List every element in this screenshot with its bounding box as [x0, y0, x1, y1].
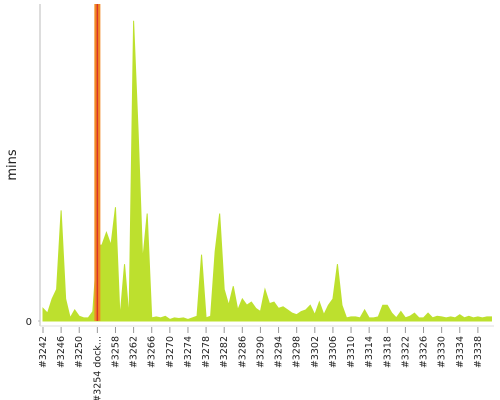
- x-tick-label: #3302: [310, 336, 321, 368]
- y-tick-label: 0: [26, 317, 32, 328]
- x-tick-label: #3242: [38, 336, 49, 368]
- x-tick-label: #3274: [183, 336, 194, 368]
- x-tick-label: #3318: [382, 336, 393, 368]
- x-tick-label: #3294: [274, 336, 285, 368]
- x-tick-label: #3270: [165, 336, 176, 368]
- x-tick-label: #3326: [419, 336, 430, 368]
- x-tick-label: #3290: [255, 336, 266, 368]
- x-tick-label: #3246: [56, 336, 67, 368]
- x-tick-label: #3314: [364, 336, 375, 368]
- x-tick-label: #3278: [201, 336, 212, 368]
- x-tick-label: #3306: [328, 336, 339, 368]
- x-tick-label: #3322: [400, 336, 411, 368]
- x-tick-label: #3286: [237, 336, 248, 368]
- y-axis-label: mins: [5, 149, 20, 181]
- x-tick-label: #3310: [346, 336, 357, 368]
- x-tick-label: #3258: [110, 336, 121, 368]
- x-tick-label: #3298: [292, 336, 303, 368]
- x-tick-label: #3330: [437, 336, 448, 368]
- x-tick-label: #3338: [473, 336, 484, 368]
- area: [42, 20, 492, 322]
- x-tick-label: #3266: [147, 336, 158, 368]
- x-tick-label: #3254 dock...: [92, 336, 103, 400]
- x-tick-label: #3262: [129, 336, 140, 368]
- x-tick-label: #3334: [455, 336, 466, 368]
- x-tick-label: #3250: [74, 336, 85, 368]
- x-tick-label: #3282: [219, 336, 230, 368]
